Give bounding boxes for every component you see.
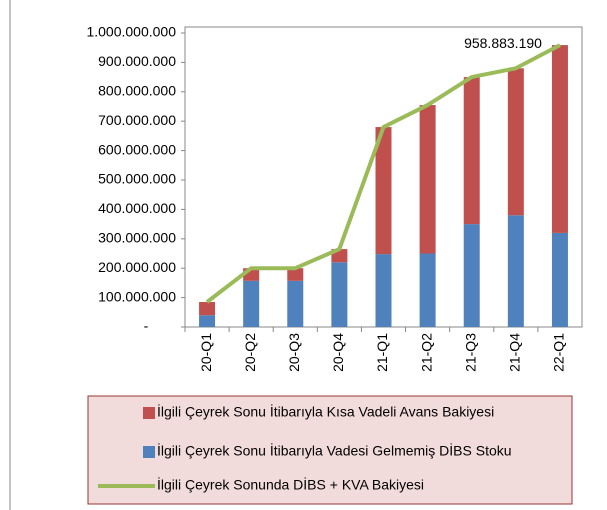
bar xyxy=(199,302,216,316)
bar xyxy=(463,224,480,327)
bar xyxy=(243,280,260,327)
x-tick-label: 20-Q2 xyxy=(242,333,258,372)
bar xyxy=(199,315,216,327)
y-tick-label: 600.000.000 xyxy=(98,141,176,157)
bar xyxy=(375,127,392,255)
legend-swatch xyxy=(143,446,155,458)
bar xyxy=(507,215,524,327)
x-tick-label: 20-Q4 xyxy=(330,333,346,372)
y-tick-label: 700.000.000 xyxy=(98,112,176,128)
y-tick-label: 800.000.000 xyxy=(98,83,176,99)
y-tick-label: 100.000.000 xyxy=(98,288,176,304)
y-tick-label: 500.000.000 xyxy=(98,171,176,187)
y-tick-label: 900.000.000 xyxy=(98,53,176,69)
x-tick-label: 21-Q4 xyxy=(507,333,523,372)
bar xyxy=(551,232,568,327)
bar xyxy=(419,105,436,254)
legend-label: İlgili Çeyrek Sonu İtibarıyla Kısa Vadel… xyxy=(157,403,494,420)
legend-swatch xyxy=(143,407,155,419)
x-tick-label: 21-Q1 xyxy=(374,333,390,372)
legend-box xyxy=(87,395,573,505)
bar xyxy=(551,45,568,233)
bar xyxy=(287,280,304,327)
bar xyxy=(331,262,348,327)
y-tick-label: 1.000.000.000 xyxy=(86,24,176,40)
y-tick-label: 200.000.000 xyxy=(98,259,176,275)
bar xyxy=(463,77,480,225)
line xyxy=(205,43,561,304)
y-tick-label: 400.000.000 xyxy=(98,200,176,216)
bar xyxy=(419,253,436,327)
x-tick-label: 21-Q3 xyxy=(462,333,478,372)
bar xyxy=(507,68,524,216)
legend-label: İlgili Çeyrek Sonunda DİBS + KVA Bakiyes… xyxy=(157,476,424,493)
data-label: 958.883.190 xyxy=(464,35,542,51)
y-tick-label: - xyxy=(144,318,149,334)
bar xyxy=(287,268,304,281)
x-tick-label: 20-Q3 xyxy=(286,333,302,372)
bar xyxy=(375,254,392,327)
x-tick-label: 20-Q1 xyxy=(198,333,214,372)
x-tick-label: 21-Q2 xyxy=(418,333,434,372)
legend-label: İlgili Çeyrek Sonu İtibarıyla Vadesi Gel… xyxy=(157,442,512,459)
x-tick-label: 22-Q1 xyxy=(551,333,567,372)
y-tick-label: 300.000.000 xyxy=(98,230,176,246)
